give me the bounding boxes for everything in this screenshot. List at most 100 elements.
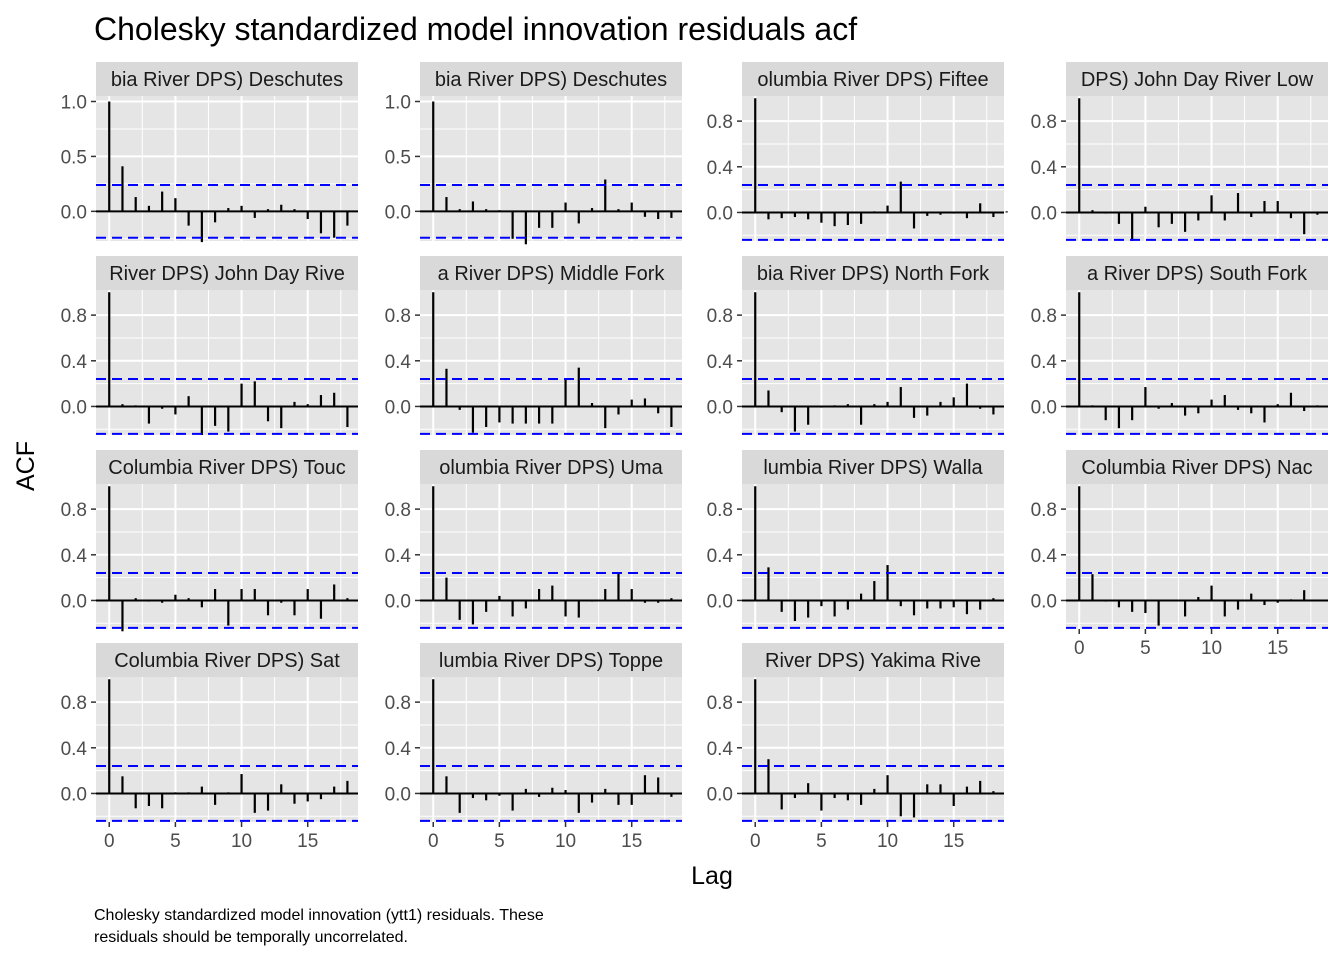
facet-panel: DPS) John Day River Low 0.0 0.4 0.8 <box>1031 62 1328 241</box>
x-tick-label: 5 <box>170 831 181 852</box>
x-tick-label: 0 <box>750 831 761 852</box>
facet-panel: bia River DPS) Deschutes 0.0 0.5 1.0 <box>385 62 682 245</box>
facet-panel: bia River DPS) North Fork 0.0 0.4 0.8 <box>707 256 1004 435</box>
y-tick-label: 0.4 <box>61 546 88 567</box>
y-tick-label: 0.0 <box>707 591 733 612</box>
facet-panel: olumbia River DPS) Uma 0.0 0.4 0.8 <box>385 450 682 629</box>
panel-background <box>1066 484 1328 629</box>
y-tick-label: 0.4 <box>61 739 88 760</box>
facet-strip-label: River DPS) Yakima Rive <box>765 650 981 672</box>
facet-strip <box>420 62 682 96</box>
x-tick-label: 5 <box>816 831 827 852</box>
y-tick-label: 0.8 <box>385 500 411 521</box>
y-tick-label: 0.4 <box>385 546 412 567</box>
y-tick-label: 0.4 <box>1031 352 1058 373</box>
facet-panel: Columbia River DPS) Touc 0.0 0.4 0.8 <box>61 450 358 632</box>
facet-strip <box>742 450 1004 484</box>
y-tick-label: 0.4 <box>707 739 734 760</box>
facet-strip-label: a River DPS) South Fork <box>1087 263 1308 285</box>
panel-background <box>1066 96 1328 241</box>
y-tick-label: 1.0 <box>385 92 411 113</box>
x-tick-label: 0 <box>104 831 115 852</box>
facet-strip-label: a River DPS) Middle Fork <box>438 263 666 285</box>
y-tick-label: 0.0 <box>385 591 411 612</box>
y-tick-label: 0.0 <box>61 397 87 418</box>
x-tick-label: 10 <box>555 831 576 852</box>
facet-strip-label: bia River DPS) Deschutes <box>435 69 667 91</box>
facet-strip <box>96 62 358 96</box>
panel-background <box>742 290 1004 435</box>
y-tick-label: 0.0 <box>61 784 87 805</box>
facet-strip <box>96 256 358 290</box>
facet-strip-label: bia River DPS) Deschutes <box>111 69 343 91</box>
y-tick-label: 0.4 <box>1031 158 1058 179</box>
y-tick-label: 0.8 <box>707 306 733 327</box>
facet-strip-label: olumbia River DPS) Uma <box>439 457 663 479</box>
y-tick-label: 0.0 <box>1031 591 1057 612</box>
facet-strip <box>96 643 358 677</box>
facet-panel: Columbia River DPS) Nac 0.0 0.4 0.8 0 5 10 15 <box>1031 450 1328 659</box>
facet-panel: a River DPS) Middle Fork 0.0 0.4 0.8 <box>385 256 682 435</box>
y-tick-label: 0.8 <box>1031 306 1057 327</box>
facet-strip <box>742 62 1004 96</box>
panel-background <box>96 96 358 241</box>
y-tick-label: 0.8 <box>385 306 411 327</box>
facet-strip-label: Columbia River DPS) Nac <box>1081 457 1312 479</box>
facet-strip <box>1066 256 1328 290</box>
y-tick-label: 0.0 <box>385 397 411 418</box>
facet-strip-label: lumbia River DPS) Walla <box>763 457 983 479</box>
panel-background <box>742 96 1004 241</box>
facet-strip-label: lumbia River DPS) Toppe <box>439 650 663 672</box>
y-tick-label: 0.0 <box>385 784 411 805</box>
x-tick-label: 5 <box>494 831 505 852</box>
facet-strip <box>420 256 682 290</box>
facet-strip <box>96 450 358 484</box>
y-tick-label: 0.8 <box>1031 500 1057 521</box>
y-tick-label: 0.4 <box>385 739 412 760</box>
panel-background <box>96 484 358 629</box>
y-tick-label: 0.8 <box>1031 112 1057 133</box>
y-tick-label: 0.4 <box>707 158 734 179</box>
y-tick-label: 0.4 <box>707 546 734 567</box>
y-tick-label: 0.8 <box>707 112 733 133</box>
x-tick-label: 15 <box>621 831 642 852</box>
facet-strip-label: DPS) John Day River Low <box>1081 69 1314 91</box>
y-tick-label: 0.0 <box>385 202 411 223</box>
x-tick-label: 15 <box>1267 638 1288 659</box>
facet-panel: River DPS) Yakima Rive 0.0 0.4 0.8 0 5 10 15 <box>707 643 1004 852</box>
y-axis-title: ACF <box>12 441 40 491</box>
facet-strip <box>1066 450 1328 484</box>
facet-panel: Columbia River DPS) Sat 0.0 0.4 0.8 0 5 10 15 <box>61 643 358 852</box>
y-tick-label: 0.5 <box>385 147 411 168</box>
x-axis-title: Lag <box>691 862 733 890</box>
x-tick-label: 10 <box>1201 638 1222 659</box>
y-tick-label: 0.8 <box>707 693 733 714</box>
facet-panel: olumbia River DPS) Fiftee 0.0 0.4 0.8 <box>707 62 1008 241</box>
panel-background <box>96 290 358 435</box>
chart-title: Cholesky standardized model innovation r… <box>94 11 857 47</box>
facet-strip <box>1066 62 1328 96</box>
y-tick-label: 0.8 <box>385 693 411 714</box>
facet-strip-label: bia River DPS) North Fork <box>757 263 990 285</box>
x-tick-label: 0 <box>1074 638 1085 659</box>
y-tick-label: 1.0 <box>61 92 87 113</box>
x-tick-label: 10 <box>231 831 252 852</box>
facet-panel: lumbia River DPS) Walla 0.0 0.4 0.8 <box>707 450 1004 629</box>
panel-background <box>420 290 682 435</box>
x-tick-label: 10 <box>877 831 898 852</box>
y-tick-label: 0.4 <box>1031 546 1058 567</box>
y-tick-label: 0.8 <box>61 500 87 521</box>
facet-strip-label: Columbia River DPS) Sat <box>114 650 340 672</box>
caption-line-1: Cholesky standardized model innovation (… <box>94 907 544 924</box>
facet-strip <box>420 643 682 677</box>
y-tick-label: 0.0 <box>61 202 87 223</box>
y-tick-label: 0.4 <box>61 352 88 373</box>
facet-strip <box>742 256 1004 290</box>
facet-strip-label: River DPS) John Day Rive <box>109 263 345 285</box>
y-tick-label: 0.0 <box>707 784 733 805</box>
y-tick-label: 0.0 <box>707 203 733 224</box>
y-tick-label: 0.5 <box>61 147 87 168</box>
x-tick-label: 15 <box>943 831 964 852</box>
